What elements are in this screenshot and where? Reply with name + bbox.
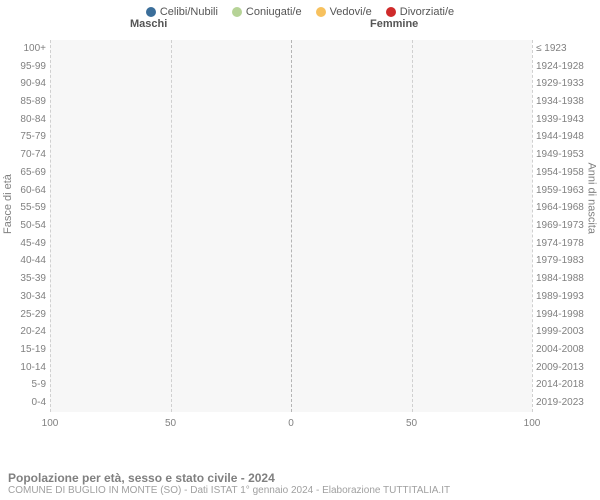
legend: Celibi/Nubili Coniugati/e Vedovi/e Divorzia… [0,0,600,18]
age-label: 75-79 [6,132,46,142]
pyramid-row [50,129,532,147]
legend-swatch [232,7,242,17]
x-axis: 10050050100 [50,418,532,432]
pyramid-row [50,182,532,200]
birth-year-label: 2004-2008 [536,345,594,355]
header-male: Maschi [130,18,167,30]
age-label: 80-84 [6,115,46,125]
age-label: 70-74 [6,150,46,160]
birth-year-label: 1939-1943 [536,115,594,125]
age-label: 50-54 [6,221,46,231]
legend-item: Coniugati/e [232,6,302,18]
age-label: 35-39 [6,274,46,284]
age-label: 15-19 [6,345,46,355]
legend-label: Coniugati/e [246,6,302,18]
pyramid-row [50,270,532,288]
birth-year-label: 1924-1928 [536,62,594,72]
age-label: 40-44 [6,256,46,266]
age-label: 85-89 [6,97,46,107]
age-label: 65-69 [6,168,46,178]
footer: Popolazione per età, sesso e stato civil… [8,471,592,496]
pyramid-row [50,75,532,93]
pyramid-row [50,93,532,111]
pyramid-row [50,253,532,271]
x-tick: 0 [288,418,294,429]
pyramid-chart: Fasce di età Anni di nascita 10050050100… [0,34,600,434]
pyramid-row [50,341,532,359]
age-label: 60-64 [6,186,46,196]
gender-headers: Maschi Femmine [0,18,600,34]
age-label: 0-4 [6,398,46,408]
birth-year-label: 1984-1988 [536,274,594,284]
pyramid-row [50,146,532,164]
birth-year-label: 1929-1933 [536,79,594,89]
age-label: 95-99 [6,62,46,72]
birth-year-label: 1994-1998 [536,310,594,320]
birth-year-label: 2019-2023 [536,398,594,408]
age-label: 25-29 [6,310,46,320]
legend-item: Celibi/Nubili [146,6,218,18]
pyramid-row [50,288,532,306]
age-label: 20-24 [6,327,46,337]
birth-year-label: ≤ 1923 [536,44,594,54]
pyramid-row [50,111,532,129]
birth-year-label: 1989-1993 [536,292,594,302]
pyramid-row [50,359,532,377]
birth-year-label: 1944-1948 [536,132,594,142]
grid-line [532,40,533,412]
legend-item: Vedovi/e [316,6,372,18]
birth-year-label: 1949-1953 [536,150,594,160]
birth-year-label: 1969-1973 [536,221,594,231]
birth-year-label: 1964-1968 [536,203,594,213]
x-tick: 100 [524,418,541,429]
header-female: Femmine [370,18,418,30]
age-label: 45-49 [6,239,46,249]
footer-title: Popolazione per età, sesso e stato civil… [8,471,592,485]
birth-year-label: 1934-1938 [536,97,594,107]
birth-year-label: 2009-2013 [536,363,594,373]
pyramid-row [50,217,532,235]
pyramid-row [50,377,532,395]
pyramid-row [50,164,532,182]
pyramid-row [50,199,532,217]
legend-swatch [386,7,396,17]
age-label: 100+ [6,44,46,54]
plot-area [50,40,532,412]
age-label: 10-14 [6,363,46,373]
birth-year-label: 1954-1958 [536,168,594,178]
age-label: 55-59 [6,203,46,213]
birth-year-label: 2014-2018 [536,380,594,390]
legend-label: Celibi/Nubili [160,6,218,18]
x-tick: 50 [165,418,176,429]
pyramid-row [50,394,532,412]
x-tick: 100 [42,418,59,429]
pyramid-row [50,40,532,58]
age-label: 30-34 [6,292,46,302]
pyramid-row [50,235,532,253]
legend-item: Divorziati/e [386,6,454,18]
pyramid-row [50,306,532,324]
x-tick: 50 [406,418,417,429]
birth-year-label: 1979-1983 [536,256,594,266]
pyramid-row [50,323,532,341]
legend-swatch [316,7,326,17]
birth-year-label: 1974-1978 [536,239,594,249]
age-label: 90-94 [6,79,46,89]
legend-swatch [146,7,156,17]
age-label: 5-9 [6,380,46,390]
birth-year-label: 1999-2003 [536,327,594,337]
legend-label: Divorziati/e [400,6,454,18]
footer-subtitle: COMUNE DI BUGLIO IN MONTE (SO) - Dati IS… [8,485,592,496]
legend-label: Vedovi/e [330,6,372,18]
pyramid-row [50,58,532,76]
birth-year-label: 1959-1963 [536,186,594,196]
